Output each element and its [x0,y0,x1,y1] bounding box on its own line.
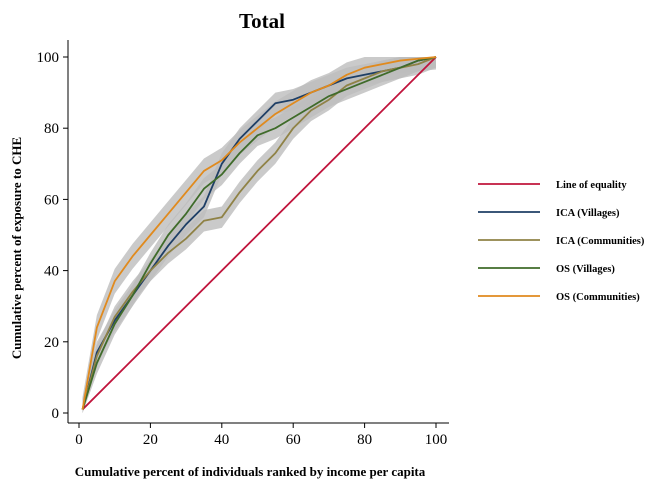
y-tick-label-2: 40 [44,264,59,280]
y-tick-label-0: 0 [52,406,60,422]
x-tick-label-0: 0 [75,432,83,448]
x-axis-label: Cumulative percent of individuals ranked… [75,464,426,479]
series-line-1 [81,56,437,410]
x-tick-label-3: 60 [286,432,301,448]
y-tick-label-5: 100 [37,50,60,66]
legend-label-1: ICA (Villages) [556,208,620,219]
y-axis-label: Cumulative percent of exposure to CHE [9,137,24,359]
series-line-3 [81,56,437,410]
chart-title: Total [239,9,285,33]
x-tick-label-4: 80 [357,432,372,448]
confidence-bands [82,57,436,413]
legend-label-0: Line of equality [556,180,627,191]
legend-label-4: OS (Communities) [556,292,640,303]
confidence-band-4 [82,57,436,413]
y-tick-label-1: 20 [44,335,59,351]
legend-label-2: ICA (Communities) [556,236,645,247]
legend: Line of equality ICA (Villages) ICA (Commu… [478,180,645,303]
series-line-0 [81,56,437,411]
axes: 0 20 40 60 80 100 0 20 40 60 80 100 [37,40,449,448]
y-tick-label-4: 80 [44,121,59,137]
legend-label-3: OS (Villages) [556,264,615,275]
series-line-4 [81,56,437,410]
x-tick-label-2: 40 [214,432,229,448]
series-lines [81,56,437,411]
x-tick-label-1: 20 [143,432,158,448]
x-tick-label-5: 100 [425,432,448,448]
y-tick-label-3: 60 [44,192,59,208]
